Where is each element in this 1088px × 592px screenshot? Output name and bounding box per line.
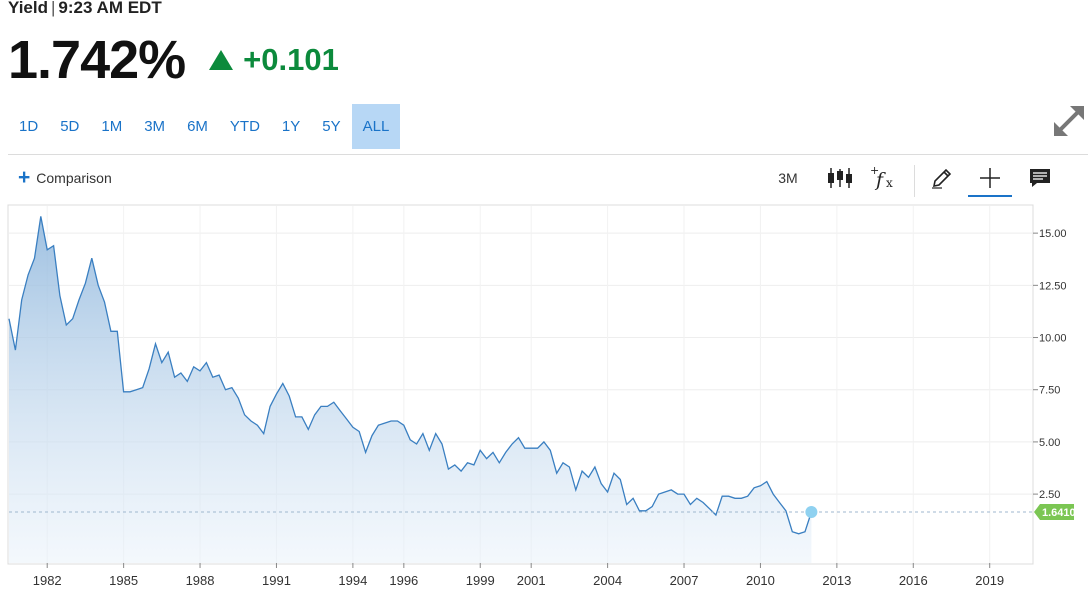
draw-button[interactable]: [922, 155, 962, 201]
range-button-1y[interactable]: 1Y: [281, 118, 301, 135]
interval-button[interactable]: 3M: [768, 155, 808, 201]
last-value-marker: [805, 506, 818, 519]
range-button-ytd[interactable]: YTD: [229, 118, 260, 135]
pencil-icon: [932, 168, 952, 189]
range-button-5y[interactable]: 5Y: [322, 118, 341, 135]
quote-time: 9:23 AM EDT: [58, 0, 162, 17]
plot-frame: [7, 204, 1034, 565]
range-button-6m[interactable]: 6M: [187, 118, 208, 135]
x-tick-label: 2007: [670, 573, 699, 588]
range-button-5d[interactable]: 5D: [60, 118, 80, 135]
range-button-1m[interactable]: 1M: [101, 118, 123, 135]
candlestick-icon: [828, 168, 852, 188]
range-button-1d[interactable]: 1D: [19, 118, 39, 135]
quote-summary: 1.742% +0.101: [8, 30, 339, 90]
change-value: +0.101: [243, 42, 339, 77]
range-selector: 1D 5D 1M 3M 6M YTD 1Y 5Y ALL: [8, 104, 401, 149]
crosshair-icon: [980, 168, 1000, 188]
y-tick-label: 10.00: [1039, 333, 1067, 345]
yield-change: +0.101: [209, 42, 339, 78]
last-value-badge: 1.6410: [1034, 504, 1076, 521]
plus-icon: +: [18, 166, 31, 189]
y-axis: 2.50 5.00 7.50 10.00 12.50 15.00: [1033, 228, 1067, 501]
header-separator: |: [51, 0, 56, 17]
svg-text:f: f: [874, 169, 886, 191]
expand-icon: [1054, 106, 1084, 136]
x-tick-label: 2004: [593, 573, 622, 588]
y-tick-label: 12.50: [1039, 280, 1067, 292]
x-tick-label: 2010: [746, 573, 775, 588]
svg-text:+: +: [870, 165, 879, 177]
comparison-label: Comparison: [36, 170, 112, 186]
comment-button[interactable]: [1020, 155, 1060, 201]
up-triangle-icon: [209, 50, 234, 70]
chart-toolbar: + Comparison 3M + f x: [8, 155, 1088, 205]
toolbar-divider: [8, 154, 1088, 155]
add-comparison-button[interactable]: + Comparison: [18, 166, 112, 189]
x-tick-label: 1996: [389, 573, 418, 588]
x-tick-label: 2019: [975, 573, 1004, 588]
indicator-fx-icon: + f x: [870, 165, 893, 191]
yield-value: 1.742%: [8, 30, 186, 90]
yield-area: [9, 216, 812, 563]
x-tick-label: 1985: [109, 573, 138, 588]
x-tick-label: 1991: [262, 573, 291, 588]
comment-icon: [1030, 169, 1050, 187]
x-tick-label: 1999: [466, 573, 495, 588]
tool-separator: [914, 165, 915, 197]
x-axis: 1982 1985 1988 1991 1994 1996 1999 2001 2004 2007…: [33, 563, 1004, 588]
interval-label: 3M: [778, 170, 798, 186]
svg-text:x: x: [886, 176, 893, 190]
yield-line: [8, 216, 813, 535]
indicators-button[interactable]: + f x: [864, 155, 904, 201]
x-tick-label: 1988: [186, 573, 215, 588]
crosshair-button[interactable]: [968, 155, 1012, 201]
last-value-label: 1.6410: [1042, 507, 1076, 519]
y-tick-label: 7.50: [1039, 385, 1060, 397]
y-tick-label: 5.00: [1039, 437, 1060, 449]
expand-chart-button[interactable]: [1050, 102, 1088, 140]
chart-style-button[interactable]: [820, 155, 860, 201]
instrument-label: Yield: [8, 0, 48, 17]
y-tick-label: 15.00: [1039, 228, 1067, 240]
x-tick-label: 1982: [33, 573, 62, 588]
quote-header: Yield | 9:23 AM EDT: [8, 0, 162, 18]
y-tick-label: 2.50: [1039, 489, 1060, 501]
x-tick-label: 2001: [517, 573, 546, 588]
range-button-all[interactable]: ALL: [351, 104, 401, 149]
x-tick-label: 2016: [899, 573, 928, 588]
x-tick-label: 2013: [822, 573, 851, 588]
x-tick-label: 1994: [338, 573, 367, 588]
range-button-3m[interactable]: 3M: [144, 118, 166, 135]
